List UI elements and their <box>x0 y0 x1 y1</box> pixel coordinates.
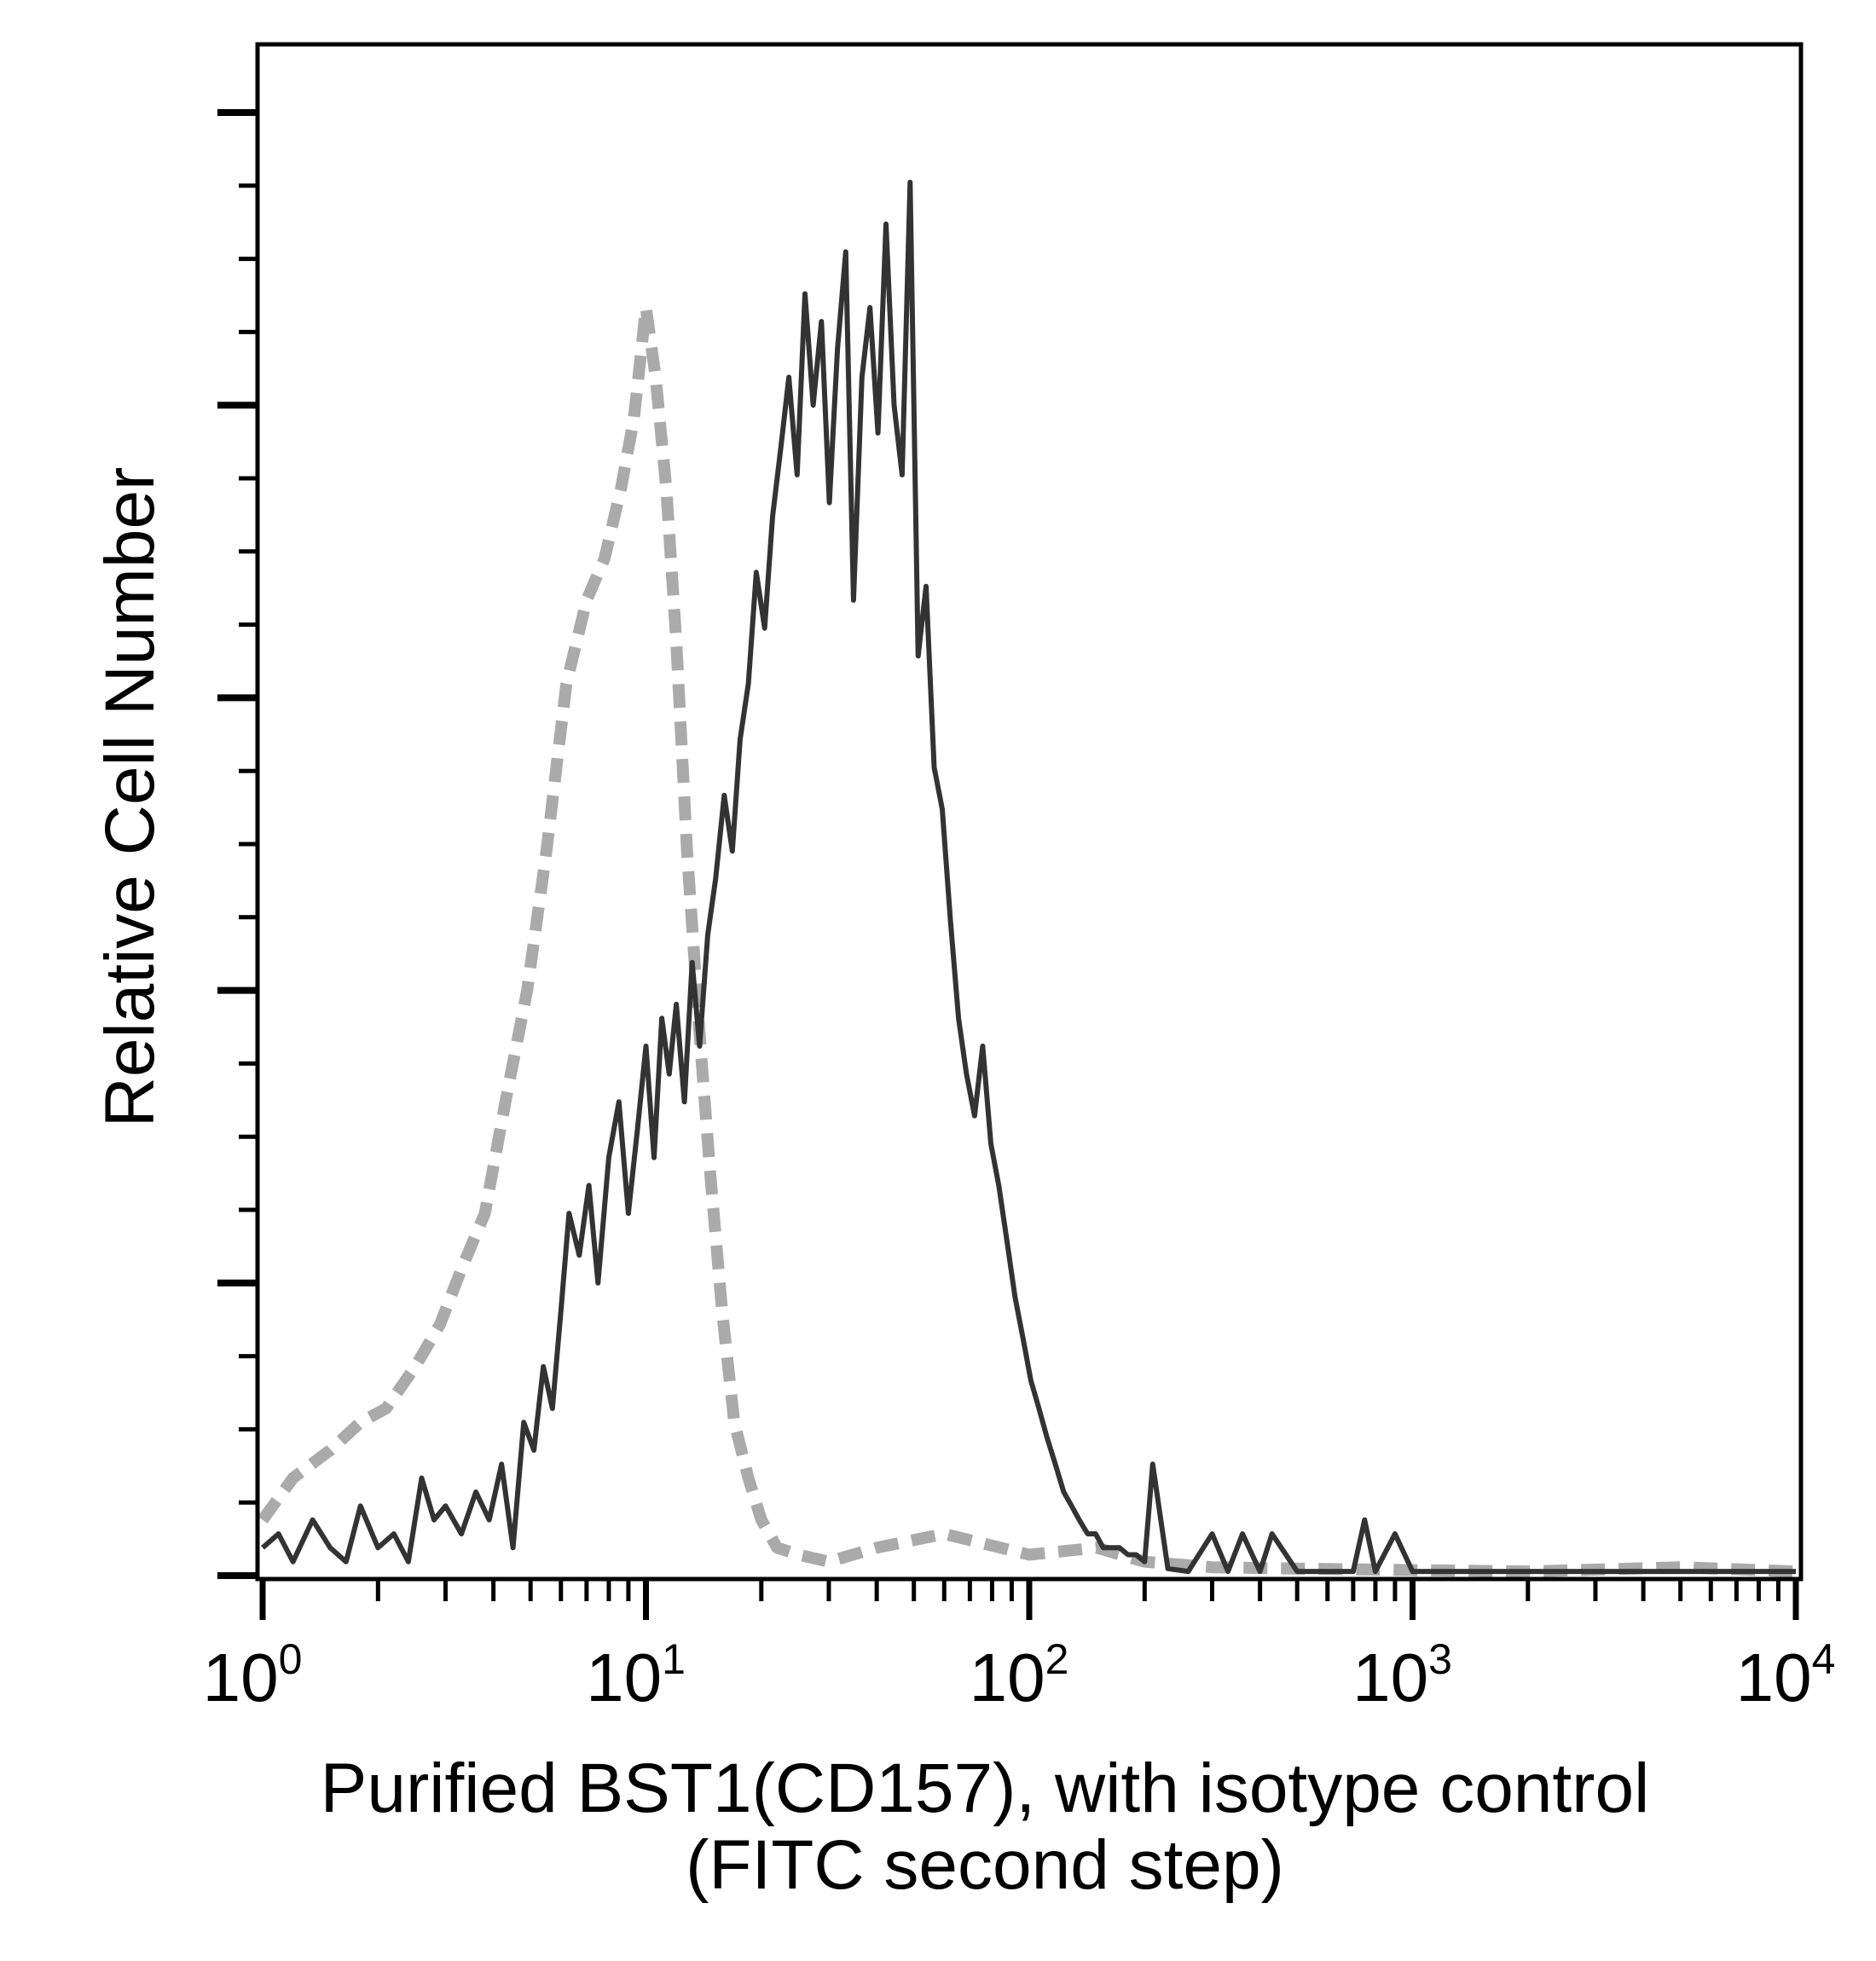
x-tick-label: 102 <box>970 1635 1069 1715</box>
x-tick-label: 101 <box>586 1635 686 1715</box>
y-axis-label: Relative Cell Number <box>91 467 169 1128</box>
x-axis-label-line2: (FITC second step) <box>686 1826 1284 1904</box>
series-layer <box>258 179 1797 1578</box>
plot-frame <box>255 42 1804 1582</box>
x-axis-tick-labels: 100 101 102 103 104 <box>203 1635 1836 1715</box>
y-axis-ticks <box>217 109 258 1579</box>
x-axis-label: Purified BST1(CD157), with isotype contr… <box>321 1750 1650 1827</box>
x-tick-label: 100 <box>203 1635 303 1715</box>
x-tick-label: 103 <box>1352 1635 1452 1715</box>
x-axis-ticks <box>259 1579 1799 1620</box>
x-tick-label: 104 <box>1736 1635 1836 1715</box>
series-line-2 <box>261 179 1796 1575</box>
